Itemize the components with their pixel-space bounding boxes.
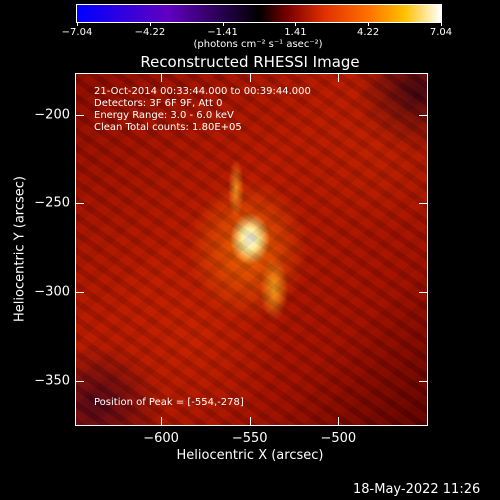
annotation-total-counts: Clean Total counts: 1.80E+05 <box>94 122 242 133</box>
colorbar-tick-mark <box>222 22 224 26</box>
footer-date: 18-May-2022 11:26 <box>353 482 481 497</box>
y-tick-mark <box>419 203 427 205</box>
x-tick-mark <box>249 74 251 82</box>
colorbar-tick-mark <box>441 22 442 26</box>
colorbar-tick-label: −1.41 <box>207 27 238 38</box>
peak-position-label: Position of Peak = [-554,-278] <box>94 397 244 408</box>
y-tick-mark <box>76 292 84 294</box>
x-tick-mark <box>338 74 340 82</box>
colorbar-tick-mark <box>368 22 370 26</box>
colorbar <box>76 4 442 23</box>
colorbar-tick-label: 1.41 <box>284 27 307 38</box>
y-tick-mark <box>76 380 84 382</box>
colorbar-tick-mark <box>149 22 151 26</box>
y-tick-mark <box>419 292 427 294</box>
x-axis-label: Heliocentric X (arcsec) <box>176 448 324 463</box>
colorbar-tick-label: 4.22 <box>356 27 380 38</box>
x-tick-mark <box>161 417 163 425</box>
colorbar-tick-label: −4.22 <box>134 27 166 38</box>
plot-area <box>75 73 428 426</box>
x-tick-label: −500 <box>320 431 357 446</box>
annotation-detectors: Detectors: 3F 6F 9F, Att 0 <box>94 98 223 109</box>
y-tick-mark <box>76 203 84 205</box>
x-tick-mark <box>249 417 251 425</box>
x-tick-mark <box>338 417 340 425</box>
x-tick-label: −550 <box>231 431 268 446</box>
y-tick-mark <box>419 114 427 116</box>
y-tick-mark <box>76 114 84 116</box>
y-axis-label: Heliocentric Y (arcsec) <box>12 176 28 322</box>
colorbar-units: (photons cm⁻² s⁻¹ asec⁻²) <box>193 39 323 50</box>
colorbar-tick-mark <box>77 22 78 26</box>
chart-title: Reconstructed RHESSI Image <box>140 53 360 71</box>
heatmap-texture <box>76 74 427 425</box>
colorbar-tick-mark <box>295 22 297 26</box>
y-tick-label: −300 <box>34 284 70 300</box>
y-tick-label: −250 <box>34 195 70 211</box>
y-tick-mark <box>419 380 427 382</box>
colorbar-tick-label: 7.04 <box>429 27 453 38</box>
x-tick-label: −600 <box>143 431 179 446</box>
y-tick-label: −200 <box>34 107 70 123</box>
x-tick-mark <box>161 74 163 82</box>
annotation-time-range: 21-Oct-2014 00:33:44.000 to 00:39:44.000 <box>94 86 311 97</box>
colorbar-tick-label: −7.04 <box>61 27 93 38</box>
annotation-energy-range: Energy Range: 3.0 - 6.0 keV <box>94 110 234 121</box>
y-tick-label: −350 <box>34 373 70 389</box>
